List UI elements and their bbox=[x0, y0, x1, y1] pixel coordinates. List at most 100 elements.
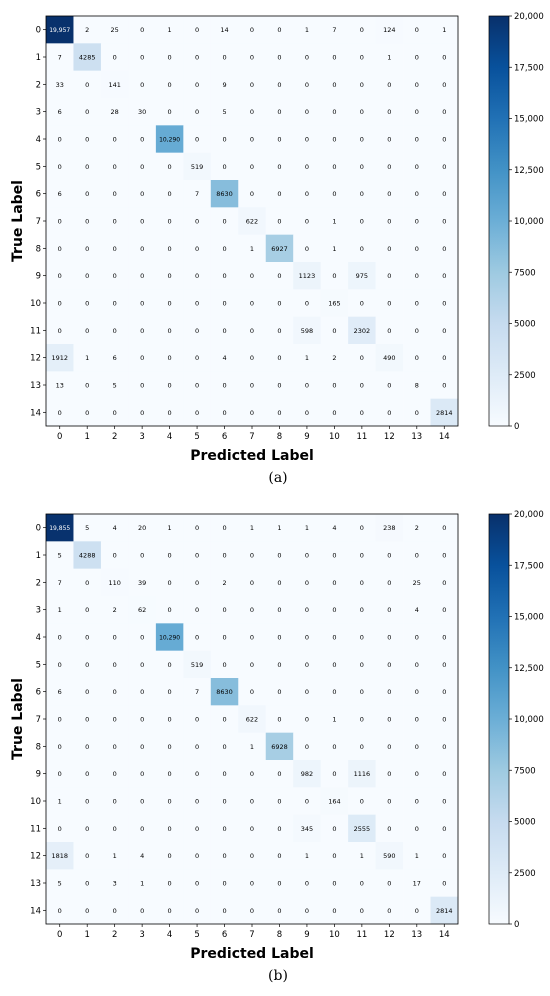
cell-value: 0 bbox=[387, 163, 391, 171]
cell-value: 1 bbox=[277, 524, 281, 532]
cell-value: 0 bbox=[250, 409, 254, 417]
cell-value: 0 bbox=[415, 798, 419, 806]
colorbar-tick-label: 17,500 bbox=[514, 63, 544, 73]
cell-5-3 bbox=[128, 152, 157, 181]
cell-value: 0 bbox=[250, 661, 254, 669]
cell-3-2 bbox=[100, 98, 129, 126]
cell-7-5 bbox=[183, 207, 212, 235]
x-tick-label: 5 bbox=[194, 432, 199, 442]
y-tick-label: 5 bbox=[36, 162, 41, 172]
cell-value: 0 bbox=[140, 688, 144, 696]
cell-2-3 bbox=[128, 70, 157, 99]
cell-value: 0 bbox=[168, 743, 172, 751]
cell-value: 0 bbox=[360, 716, 364, 724]
colorbar-tick-label: 2500 bbox=[514, 869, 536, 879]
cell-value: 0 bbox=[387, 327, 391, 335]
cell-value: 0 bbox=[85, 770, 89, 778]
cell-6-10 bbox=[320, 678, 349, 706]
cell-11-9 bbox=[293, 814, 321, 843]
cell-3-12 bbox=[375, 596, 404, 624]
cell-14-9 bbox=[293, 398, 321, 427]
colorbar-tick-label: 7500 bbox=[514, 766, 536, 776]
cell-10-5 bbox=[183, 787, 212, 815]
cell-2-4 bbox=[155, 70, 184, 99]
cell-0-7 bbox=[238, 514, 267, 542]
cell-value: 1 bbox=[85, 354, 89, 362]
cell-7-14 bbox=[430, 207, 459, 235]
cell-10-14 bbox=[430, 787, 459, 815]
cell-value: 0 bbox=[168, 798, 172, 806]
cell-value: 0 bbox=[360, 54, 364, 62]
cell-4-12 bbox=[375, 623, 404, 651]
colorbar-tick-label: 20,000 bbox=[514, 12, 544, 22]
cell-12-14 bbox=[430, 842, 459, 870]
cell-value: 0 bbox=[305, 579, 309, 587]
cell-12-0 bbox=[46, 842, 74, 870]
cell-6-3 bbox=[128, 678, 157, 706]
cell-value: 0 bbox=[442, 661, 446, 669]
cell-7-10 bbox=[320, 705, 349, 733]
cell-3-9 bbox=[293, 98, 321, 126]
cell-10-8 bbox=[265, 787, 294, 815]
cell-value: 5 bbox=[58, 552, 62, 560]
cell-value: 0 bbox=[387, 108, 391, 116]
cell-value: 0 bbox=[360, 552, 364, 560]
cell-5-9 bbox=[293, 152, 321, 181]
cell-value: 0 bbox=[415, 108, 419, 116]
cell-7-6 bbox=[210, 207, 239, 235]
cell-value: 2 bbox=[222, 579, 226, 587]
y-tick-label: 11 bbox=[30, 326, 41, 336]
cell-value: 0 bbox=[360, 108, 364, 116]
cell-14-14 bbox=[430, 398, 459, 427]
cell-value: 0 bbox=[140, 272, 144, 280]
cell-10-9 bbox=[293, 787, 321, 815]
cell-value: 0 bbox=[360, 136, 364, 144]
y-tick-label: 6 bbox=[36, 688, 41, 698]
cell-6-5 bbox=[183, 678, 212, 706]
colorbar-tick-label: 15,000 bbox=[514, 115, 544, 125]
cell-11-6 bbox=[210, 814, 239, 843]
cell-value: 0 bbox=[168, 716, 172, 724]
cell-10-9 bbox=[293, 289, 321, 317]
cell-value: 0 bbox=[277, 108, 281, 116]
cell-value: 345 bbox=[301, 825, 313, 833]
cell-value: 0 bbox=[113, 136, 117, 144]
cell-12-3 bbox=[128, 344, 157, 372]
cell-value: 1 bbox=[332, 218, 336, 226]
cell-1-13 bbox=[403, 43, 431, 71]
cell-value: 0 bbox=[277, 136, 281, 144]
cell-8-8 bbox=[265, 732, 294, 761]
cell-2-13 bbox=[403, 70, 431, 99]
cell-9-8 bbox=[265, 262, 294, 290]
cell-3-2 bbox=[100, 596, 129, 624]
cell-value: 2814 bbox=[436, 907, 453, 915]
cell-value: 1 bbox=[250, 743, 254, 751]
cell-value: 0 bbox=[250, 907, 254, 915]
cell-value: 0 bbox=[168, 907, 172, 915]
cell-value: 7 bbox=[332, 26, 336, 34]
cell-11-0 bbox=[46, 316, 74, 345]
cell-value: 0 bbox=[222, 524, 226, 532]
cell-3-7 bbox=[238, 596, 267, 624]
cell-6-11 bbox=[348, 180, 376, 208]
cell-value: 0 bbox=[305, 661, 309, 669]
x-axis-label: Predicted Label bbox=[190, 946, 314, 962]
cell-6-6 bbox=[210, 180, 239, 208]
cell-value: 0 bbox=[305, 688, 309, 696]
cell-4-8 bbox=[265, 623, 294, 651]
cell-value: 0 bbox=[250, 606, 254, 614]
cell-11-11 bbox=[348, 316, 376, 345]
cell-value: 3 bbox=[113, 880, 117, 888]
cell-value: 0 bbox=[85, 743, 89, 751]
cell-value: 0 bbox=[442, 327, 446, 335]
cell-0-7 bbox=[238, 16, 267, 44]
cell-10-2 bbox=[100, 289, 129, 317]
y-tick-label: 2 bbox=[36, 578, 41, 588]
cell-value: 0 bbox=[360, 163, 364, 171]
cell-6-13 bbox=[403, 180, 431, 208]
cell-12-2 bbox=[100, 842, 129, 870]
cell-11-1 bbox=[73, 814, 102, 843]
cell-value: 0 bbox=[113, 743, 117, 751]
cell-13-6 bbox=[210, 371, 239, 399]
cell-12-3 bbox=[128, 842, 157, 870]
